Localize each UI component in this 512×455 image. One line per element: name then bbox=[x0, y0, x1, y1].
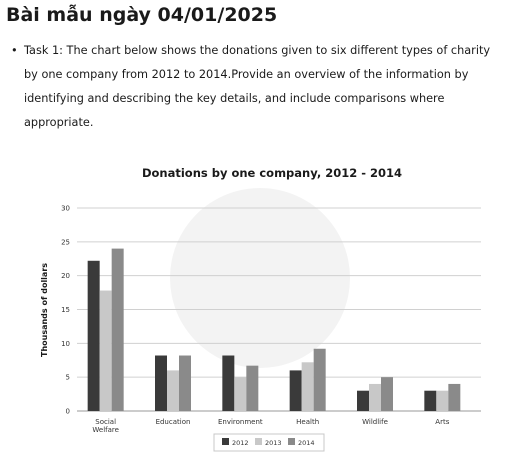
task-text: Task 1: The chart below shows the donati… bbox=[24, 44, 491, 129]
bar-2014 bbox=[381, 377, 393, 411]
bar-2012 bbox=[289, 370, 302, 411]
x-axis-ticks: Social Welfare Education Environment Health W… bbox=[92, 418, 449, 434]
bar-2012 bbox=[424, 390, 437, 411]
bar-2013 bbox=[167, 370, 179, 411]
y-axis-ticks: 0 5 10 15 20 25 30 bbox=[61, 205, 70, 416]
bar-2014 bbox=[246, 365, 259, 411]
gridlines bbox=[77, 207, 481, 412]
x-tick-label: Environment bbox=[218, 418, 263, 426]
bar-2013 bbox=[301, 362, 314, 411]
bar-2012 bbox=[87, 260, 100, 411]
y-tick-label: 5 bbox=[66, 374, 70, 382]
x-tick-label: Health bbox=[296, 418, 319, 426]
y-axis-label: Thousands of dollars bbox=[40, 263, 49, 357]
watermark-logo bbox=[170, 188, 350, 368]
bar-2014 bbox=[111, 248, 124, 411]
x-tick-label: Wildlife bbox=[362, 418, 388, 426]
bar-2013 bbox=[436, 390, 449, 411]
legend-label-2014: 2014 bbox=[298, 439, 315, 447]
legend-swatch-2014 bbox=[288, 438, 295, 445]
y-tick-label: 30 bbox=[61, 205, 70, 213]
bar-2013 bbox=[99, 290, 112, 411]
legend-label-2013: 2013 bbox=[265, 439, 282, 447]
y-tick-label: 25 bbox=[61, 238, 70, 246]
y-tick-label: 10 bbox=[61, 340, 70, 348]
bullet-icon: • bbox=[11, 44, 18, 57]
x-tick-label: Social Welfare bbox=[92, 418, 119, 434]
x-tick-label: Arts bbox=[435, 418, 449, 426]
bar-2014 bbox=[179, 355, 191, 411]
task-prompt: • Task 1: The chart below shows the dona… bbox=[11, 39, 502, 135]
y-tick-label: 20 bbox=[61, 272, 70, 280]
legend-box bbox=[213, 433, 325, 452]
bars bbox=[87, 248, 461, 411]
bar-2013 bbox=[234, 377, 247, 411]
legend-swatch-2013 bbox=[255, 438, 262, 445]
page-title: Bài mẫu ngày 04/01/2025 bbox=[6, 4, 278, 26]
bar-2014 bbox=[448, 383, 461, 411]
bar-2012 bbox=[155, 355, 167, 411]
x-tick-label: Education bbox=[156, 418, 191, 426]
bar-2012 bbox=[222, 355, 235, 411]
bar-2013 bbox=[369, 383, 381, 411]
chart-title: Donations by one company, 2012 - 2014 bbox=[142, 166, 402, 180]
legend-label-2012: 2012 bbox=[232, 439, 249, 447]
y-tick-label: 0 bbox=[66, 408, 70, 416]
legend-swatch-2012 bbox=[222, 438, 229, 445]
legend: 2012 2013 2014 bbox=[213, 433, 325, 452]
y-tick-label: 15 bbox=[61, 306, 70, 314]
bar-2012 bbox=[357, 390, 369, 411]
bar-2014 bbox=[313, 348, 326, 411]
